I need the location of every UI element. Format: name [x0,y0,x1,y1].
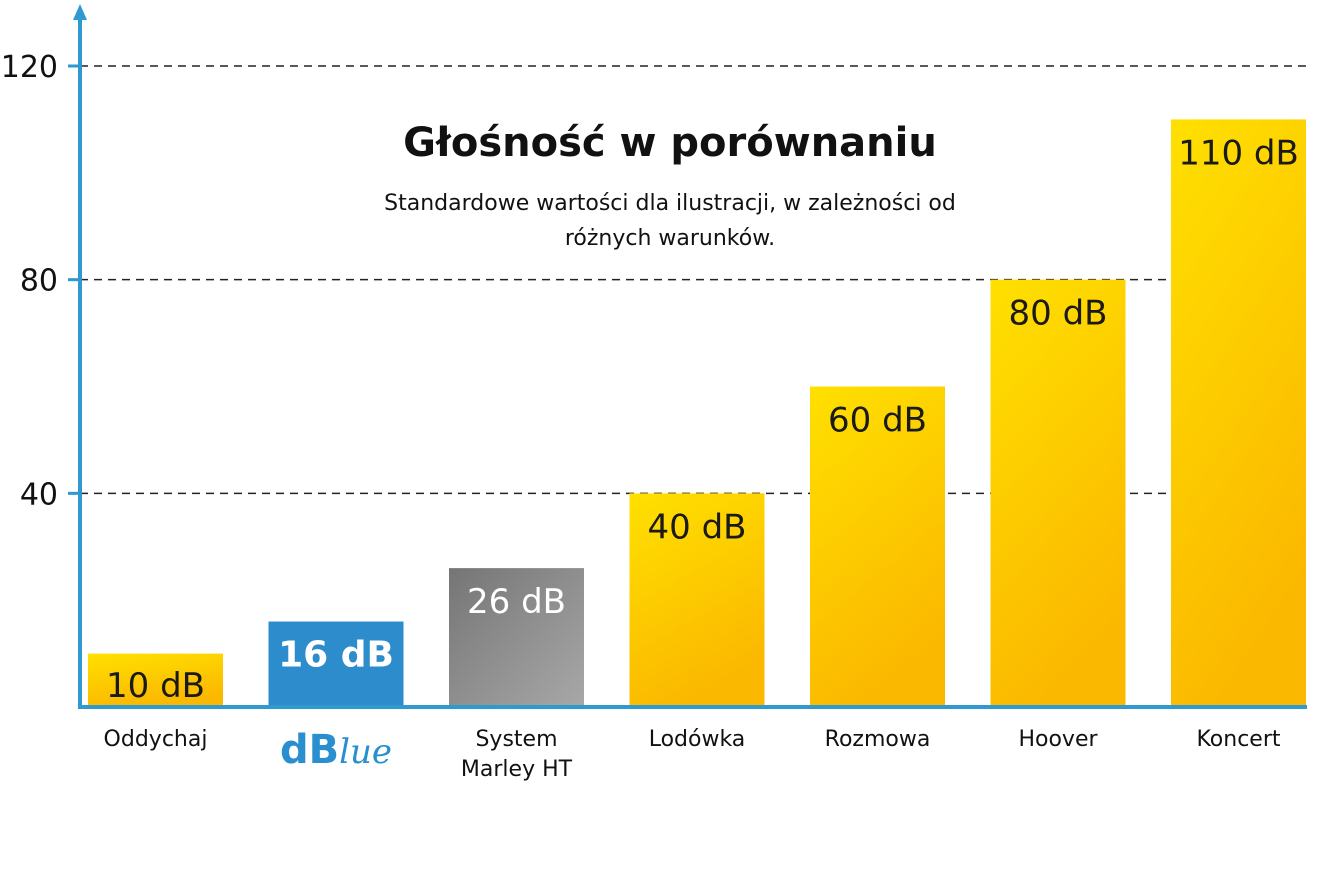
dblue-logo-b: B [309,727,340,773]
dblue-logo-lue: lue [339,732,392,772]
labels: 40 80 120 10 dB Oddychaj 16 dB 26 dB System Marl… [1,50,1299,782]
category-label-0-0: Oddychaj [104,727,208,752]
bar-6 [1171,119,1306,707]
bars [88,119,1306,707]
dblue-logo-d: d [280,727,309,773]
bar-4 [810,386,945,707]
axes [68,4,1307,709]
value-label-3: 40 dB [648,507,747,547]
category-label-4-0: Rozmowa [825,727,931,752]
bar-5 [990,279,1126,707]
bar-1 [268,621,404,707]
category-label-5-0: Hoover [1018,727,1098,752]
category-label-3-0: Lodówka [649,727,746,752]
value-label-2: 26 dB [467,582,566,622]
y-tick-label-120: 120 [1,50,58,85]
y-tick-label-40: 40 [20,477,58,512]
value-label-0: 10 dB [106,666,205,706]
chart-subtitle-line-2: różnych warunków. [565,226,775,251]
dblue-logo: dBlue [280,727,392,773]
value-label-1: 16 dB [278,635,394,676]
bar-2 [449,568,584,707]
chart-title: Głośność w porównaniu [403,120,937,166]
category-label-2-1: Marley HT [461,757,573,782]
value-label-5: 80 dB [1009,294,1108,334]
category-label-6-0: Koncert [1196,727,1280,752]
bar-0 [88,653,223,707]
bar-3 [629,493,765,707]
value-label-4: 60 dB [828,401,927,441]
y-axis-arrow-icon [73,4,87,20]
y-tick-label-80: 80 [20,264,58,299]
value-label-6: 110 dB [1178,133,1299,173]
category-label-2-0: System [475,727,557,752]
chart-subtitle-line-1: Standardowe wartości dla ilustracji, w z… [384,191,956,216]
